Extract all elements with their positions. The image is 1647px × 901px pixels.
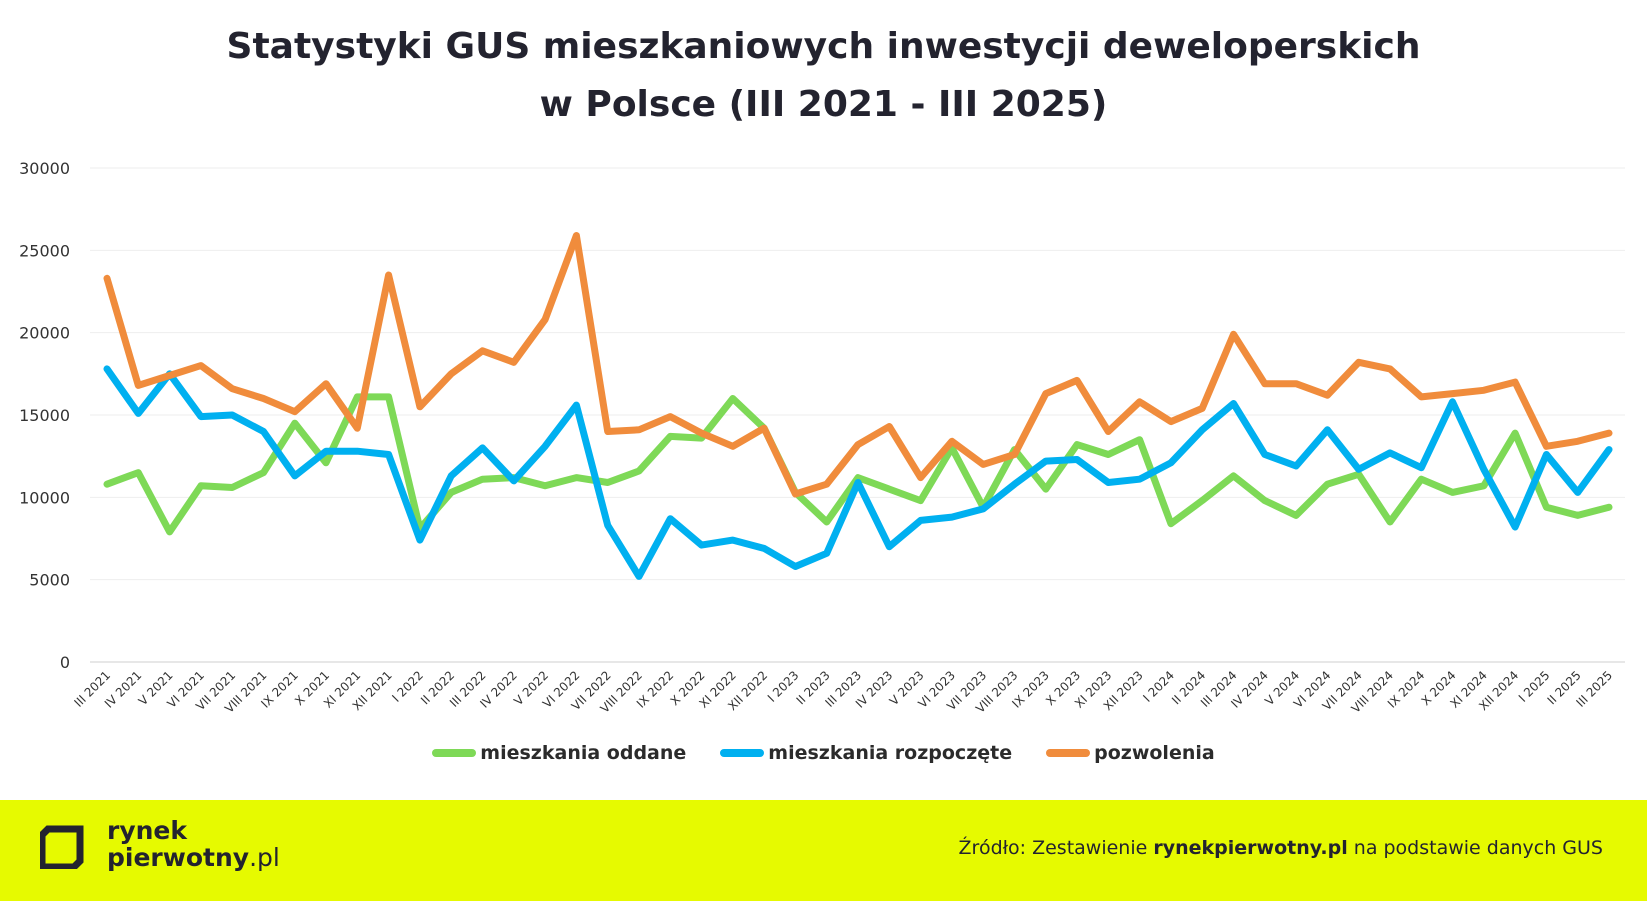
y-tick-label: 5000 [29,571,70,590]
legend-label: mieszkania oddane [480,742,687,764]
logo-line-2: pierwotny.pl [107,844,280,871]
legend-swatch [1046,749,1091,757]
legend-item-2: mieszkania rozpoczęte [720,742,1012,764]
legend-swatch [432,749,477,757]
series-line-2 [103,365,1613,580]
source-suffix: na podstawie danych GUS [1347,837,1603,859]
chart-title-line-1: Statystyki GUS mieszkaniowych inwestycji… [226,26,1421,67]
y-tick-label: 0 [60,653,70,672]
legend-swatch [720,749,765,757]
source-site: rynekpierwotny.pl [1153,837,1348,859]
chart-legend: mieszkania oddane mieszkania rozpoczęte po… [0,742,1647,764]
y-tick-label: 10000 [19,488,70,507]
logo-suffix: .pl [249,843,280,872]
series-line-3 [103,232,1613,498]
line-chart: 0 5000 10000 15000 20000 25000 30000 III 2021I… [19,159,1625,716]
logo-wordmark: rynek pierwotny.pl [107,817,280,871]
series-line-1 [103,393,1613,536]
series-lines [103,232,1613,580]
chart-title-line-2: w Polsce (III 2021 - III 2025) [539,84,1108,125]
chart-title: Statystyki GUS mieszkaniowych inwestycji… [0,18,1647,134]
legend-item-3: pozwolenia [1046,742,1215,764]
rynekpierwotny-logo-icon [40,825,84,869]
y-tick-label: 20000 [19,324,70,343]
logo-line-1: rynek [107,816,188,845]
source-note: Źródło: Zestawienie rynekpierwotny.pl na… [959,837,1603,859]
y-tick-label: 30000 [19,159,70,178]
legend-label: pozwolenia [1094,742,1215,764]
grid-lines [90,167,1625,663]
source-prefix: Źródło: Zestawienie [958,837,1154,859]
legend-label: mieszkania rozpoczęte [768,742,1013,764]
y-tick-label: 25000 [19,241,70,260]
y-tick-label: 15000 [19,406,70,425]
legend-item-1: mieszkania oddane [432,742,686,764]
y-axis-ticks: 0 5000 10000 15000 20000 25000 30000 [19,159,70,672]
footer-bar: rynek pierwotny.pl Źródło: Zestawienie r… [0,800,1647,901]
logo-line-2-main: pierwotny [107,843,250,872]
